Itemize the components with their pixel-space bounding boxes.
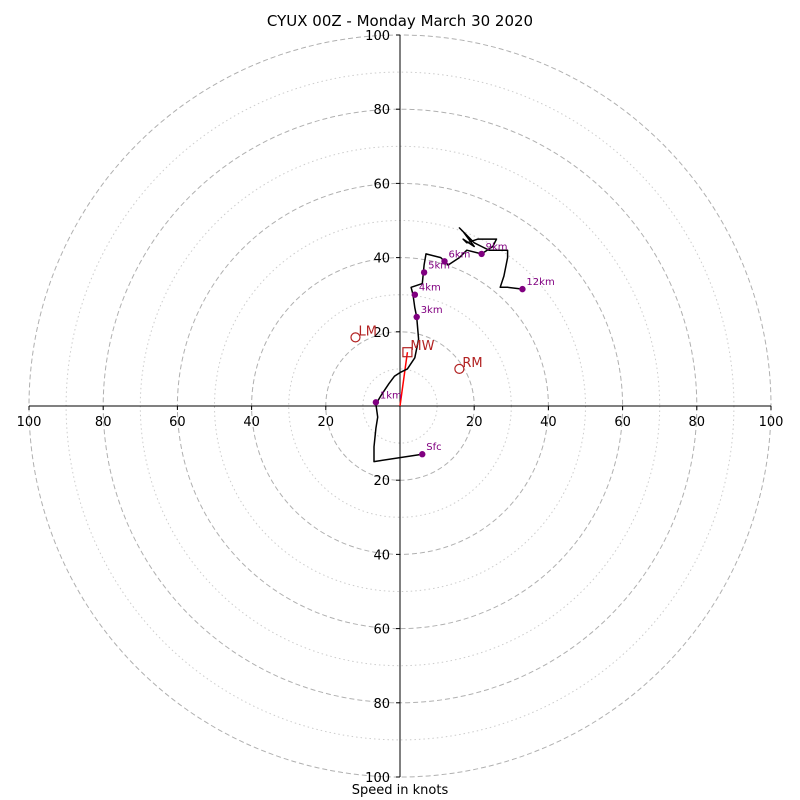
y-tick-label: 100: [365, 771, 390, 786]
height-label: 1km: [380, 390, 402, 401]
height-point: [519, 285, 526, 293]
height-label: 12km: [526, 277, 554, 288]
x-tick-label: 80: [95, 415, 112, 430]
y-tick-label: 20: [373, 474, 390, 489]
storm-motion-marker: [350, 332, 361, 343]
y-tick-label: 80: [373, 103, 390, 118]
height-point: [478, 250, 485, 258]
y-tick-label: 20: [373, 326, 390, 341]
x-axis-label: Speed in knots: [351, 783, 449, 798]
storm-motion-label: LM: [358, 324, 376, 339]
x-tick-label: 60: [614, 415, 631, 430]
x-tick-label: 60: [169, 415, 186, 430]
storm-motion-marker: [454, 363, 465, 374]
height-label: 3km: [421, 305, 443, 316]
height-point: [441, 258, 448, 265]
y-tick-label: 40: [373, 252, 390, 267]
height-point: [372, 399, 380, 406]
mean-wind-marker: [402, 347, 413, 358]
y-tick-label: 100: [365, 29, 390, 44]
hodograph-line: [373, 227, 523, 463]
x-tick-label: 20: [318, 415, 335, 430]
x-tick-label: 100: [17, 415, 42, 430]
height-label: 9km: [486, 242, 508, 253]
x-tick-label: 40: [243, 415, 260, 430]
chart-title: CYUX 00Z - Monday March 30 2020: [266, 12, 534, 30]
height-point: [413, 313, 420, 321]
y-tick-label: 40: [373, 548, 390, 563]
height-label: 4km: [419, 283, 441, 294]
x-tick-label: 20: [466, 415, 483, 430]
height-label: 5km: [428, 260, 450, 271]
y-tick-label: 60: [373, 623, 390, 638]
height-label: Sfc: [426, 442, 441, 453]
height-label: 6km: [449, 249, 471, 260]
x-tick-label: 40: [540, 415, 557, 430]
x-tick-label: 80: [689, 415, 706, 430]
height-point: [419, 451, 426, 458]
x-tick-label: 100: [759, 415, 784, 430]
mean-wind-line: [399, 352, 409, 407]
y-tick-label: 60: [373, 177, 390, 192]
storm-motion-label: RM: [462, 356, 482, 371]
height-point: [420, 269, 428, 276]
height-point: [411, 291, 419, 298]
mean-wind-label: MW: [410, 339, 434, 354]
y-tick-label: 80: [373, 697, 390, 712]
